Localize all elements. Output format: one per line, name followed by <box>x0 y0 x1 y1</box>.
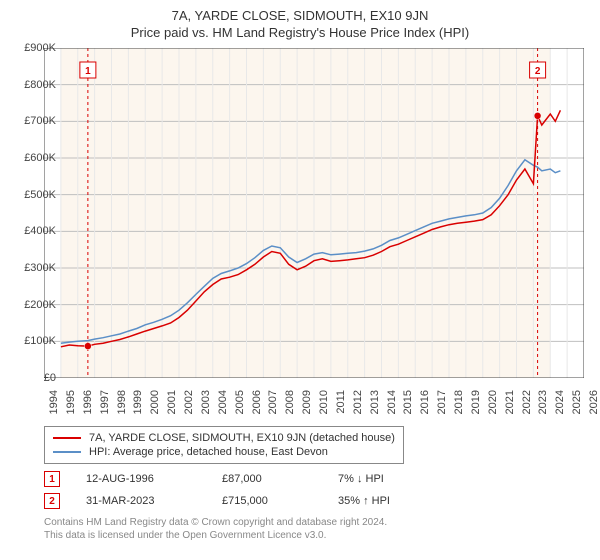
x-tick-label: 2014 <box>386 390 398 414</box>
x-tick-label: 2019 <box>470 390 482 414</box>
x-tick-label: 1998 <box>116 390 128 414</box>
x-tick-label: 1996 <box>82 390 94 414</box>
x-tick-label: 2018 <box>453 390 465 414</box>
x-tick-label: 2006 <box>251 390 263 414</box>
x-tick-label: 2017 <box>436 390 448 414</box>
x-tick-label: 2001 <box>166 390 178 414</box>
chart-subtitle: Price paid vs. HM Land Registry's House … <box>0 23 600 46</box>
svg-text:1: 1 <box>85 66 91 77</box>
legend: 7A, YARDE CLOSE, SIDMOUTH, EX10 9JN (det… <box>44 426 404 464</box>
x-tick-label: 2013 <box>369 390 381 414</box>
footer-attribution: Contains HM Land Registry data © Crown c… <box>44 516 584 542</box>
y-tick-label: £800K <box>10 79 56 91</box>
y-tick-label: £700K <box>10 115 56 127</box>
legend-label: HPI: Average price, detached house, East… <box>89 446 328 458</box>
footer-line-1: Contains HM Land Registry data © Crown c… <box>44 516 584 529</box>
legend-swatch <box>53 451 81 453</box>
legend-item: 7A, YARDE CLOSE, SIDMOUTH, EX10 9JN (det… <box>53 431 395 445</box>
x-tick-label: 2011 <box>335 390 347 414</box>
sale-hpi-delta: 7% ↓ HPI <box>338 473 384 485</box>
x-tick-label: 1999 <box>132 390 144 414</box>
x-tick-label: 2015 <box>402 390 414 414</box>
x-tick-label: 2005 <box>234 390 246 414</box>
y-tick-label: £300K <box>10 262 56 274</box>
sale-price: £715,000 <box>222 495 312 507</box>
x-tick-label: 2023 <box>537 390 549 414</box>
sale-data-row: 2 31-MAR-2023 £715,000 35% ↑ HPI <box>44 490 584 512</box>
x-tick-label: 2020 <box>487 390 499 414</box>
sale-price: £87,000 <box>222 473 312 485</box>
x-tick-label: 2021 <box>504 390 516 414</box>
x-tick-label: 2000 <box>149 390 161 414</box>
y-tick-label: £200K <box>10 299 56 311</box>
x-axis-labels: 1994 1995 1996 1997 1998 1999 2000 2001 2002 2003… <box>44 382 584 422</box>
plot-area: 12 <box>44 48 584 378</box>
y-tick-label: £100K <box>10 335 56 347</box>
x-tick-label: 2008 <box>284 390 296 414</box>
sale-marker-badge: 2 <box>44 493 60 509</box>
x-tick-label: 2002 <box>183 390 195 414</box>
chart-container: 7A, YARDE CLOSE, SIDMOUTH, EX10 9JN Pric… <box>0 0 600 560</box>
x-tick-label: 2004 <box>217 390 229 414</box>
x-tick-label: 2003 <box>200 390 212 414</box>
y-tick-label: £900K <box>10 42 56 54</box>
x-tick-label: 2016 <box>419 390 431 414</box>
sale-data-row: 1 12-AUG-1996 £87,000 7% ↓ HPI <box>44 468 584 490</box>
sale-date: 12-AUG-1996 <box>86 473 196 485</box>
legend-label: 7A, YARDE CLOSE, SIDMOUTH, EX10 9JN (det… <box>89 432 395 444</box>
x-tick-label: 1997 <box>99 390 111 414</box>
x-tick-label: 2025 <box>571 390 583 414</box>
legend-swatch <box>53 437 81 439</box>
x-tick-label: 1994 <box>48 390 60 414</box>
sale-date: 31-MAR-2023 <box>86 495 196 507</box>
y-tick-label: £400K <box>10 225 56 237</box>
x-tick-label: 2010 <box>318 390 330 414</box>
footer-line-2: This data is licensed under the Open Gov… <box>44 529 584 542</box>
x-tick-label: 2022 <box>521 390 533 414</box>
legend-item: HPI: Average price, detached house, East… <box>53 445 395 459</box>
y-tick-label: £500K <box>10 189 56 201</box>
x-tick-label: 1995 <box>65 390 77 414</box>
line-chart-svg: 12 <box>44 48 584 378</box>
sale-data-rows: 1 12-AUG-1996 £87,000 7% ↓ HPI 2 31-MAR-2023 £… <box>44 468 584 512</box>
x-tick-label: 2026 <box>588 390 600 414</box>
sale-hpi-delta: 35% ↑ HPI <box>338 495 390 507</box>
x-tick-label: 2024 <box>554 390 566 414</box>
y-tick-label: £600K <box>10 152 56 164</box>
sale-marker-badge: 1 <box>44 471 60 487</box>
chart-title: 7A, YARDE CLOSE, SIDMOUTH, EX10 9JN <box>0 0 600 23</box>
svg-text:2: 2 <box>535 66 541 77</box>
x-tick-label: 2012 <box>352 390 364 414</box>
x-tick-label: 2007 <box>267 390 279 414</box>
x-tick-label: 2009 <box>301 390 313 414</box>
